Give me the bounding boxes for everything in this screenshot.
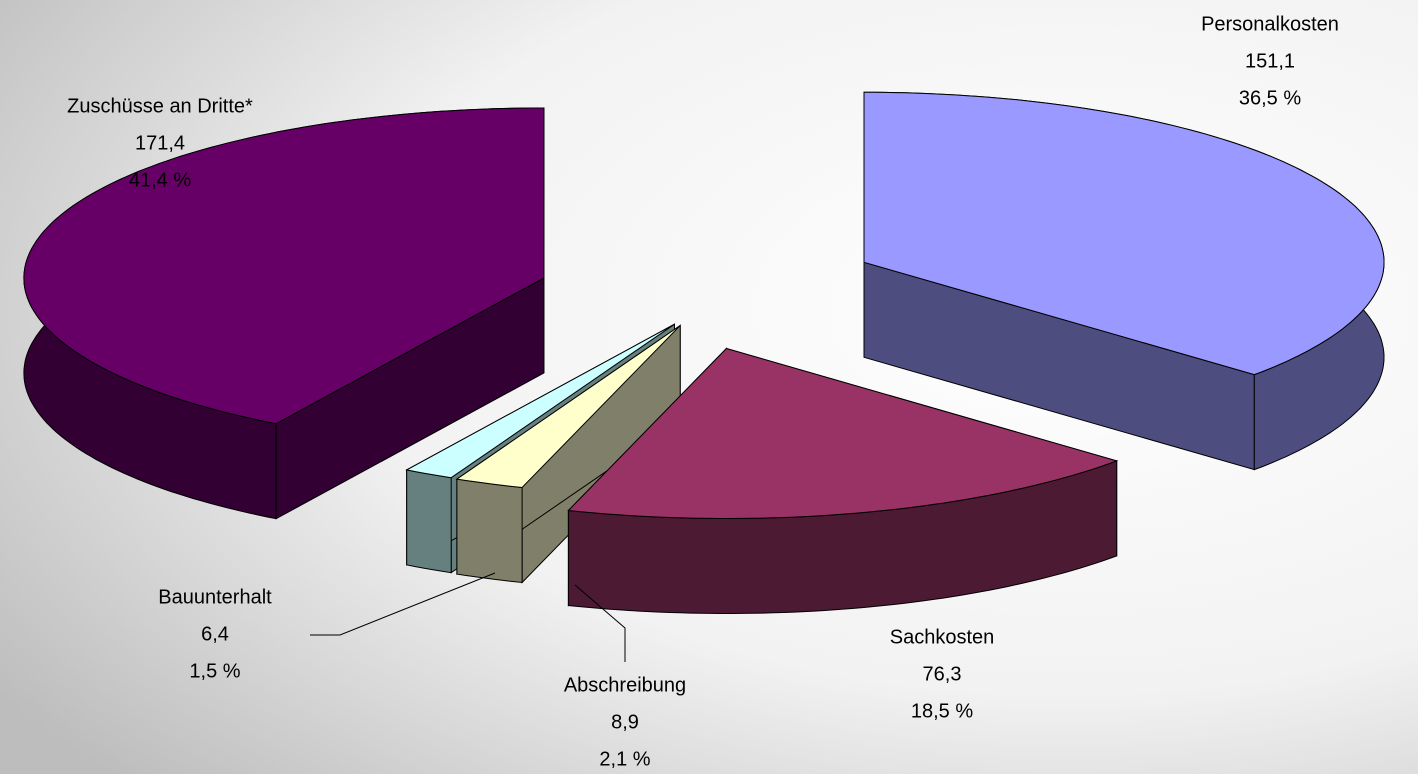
- value-label: 8,9: [611, 711, 639, 733]
- percent-label: 1,5 %: [189, 660, 240, 682]
- outer-wall: [406, 469, 452, 574]
- category-label: Zuschüsse an Dritte*: [67, 95, 253, 117]
- slice: [863, 91, 1385, 376]
- percent-label: 41,4 %: [129, 169, 191, 191]
- category-label: Sachkosten: [890, 626, 995, 648]
- percent-label: 18,5 %: [911, 700, 973, 722]
- slice-wall: [456, 324, 681, 584]
- leader-line: [310, 572, 496, 636]
- leader-line: [574, 584, 626, 662]
- percent-label: 36,5 %: [1239, 87, 1301, 109]
- outer-wall: [456, 478, 523, 584]
- percent-label: 2,1 %: [599, 748, 650, 770]
- labels: Personalkosten 151,1 36,5 % Sachkosten 76,3 1…: [67, 13, 1339, 770]
- slice: [23, 107, 545, 425]
- value-label: 151,1: [1245, 50, 1295, 72]
- slice-tops: [23, 91, 1385, 519]
- category-label: Personalkosten: [1201, 13, 1339, 35]
- category-label: Bauunterhalt: [158, 586, 272, 608]
- slice: [405, 323, 675, 479]
- value-label: 76,3: [923, 663, 962, 685]
- slice: [567, 347, 1119, 519]
- category-label: Abschreibung: [564, 674, 686, 696]
- slice: [455, 325, 681, 489]
- value-label: 171,4: [135, 132, 185, 154]
- value-label: 6,4: [201, 623, 229, 645]
